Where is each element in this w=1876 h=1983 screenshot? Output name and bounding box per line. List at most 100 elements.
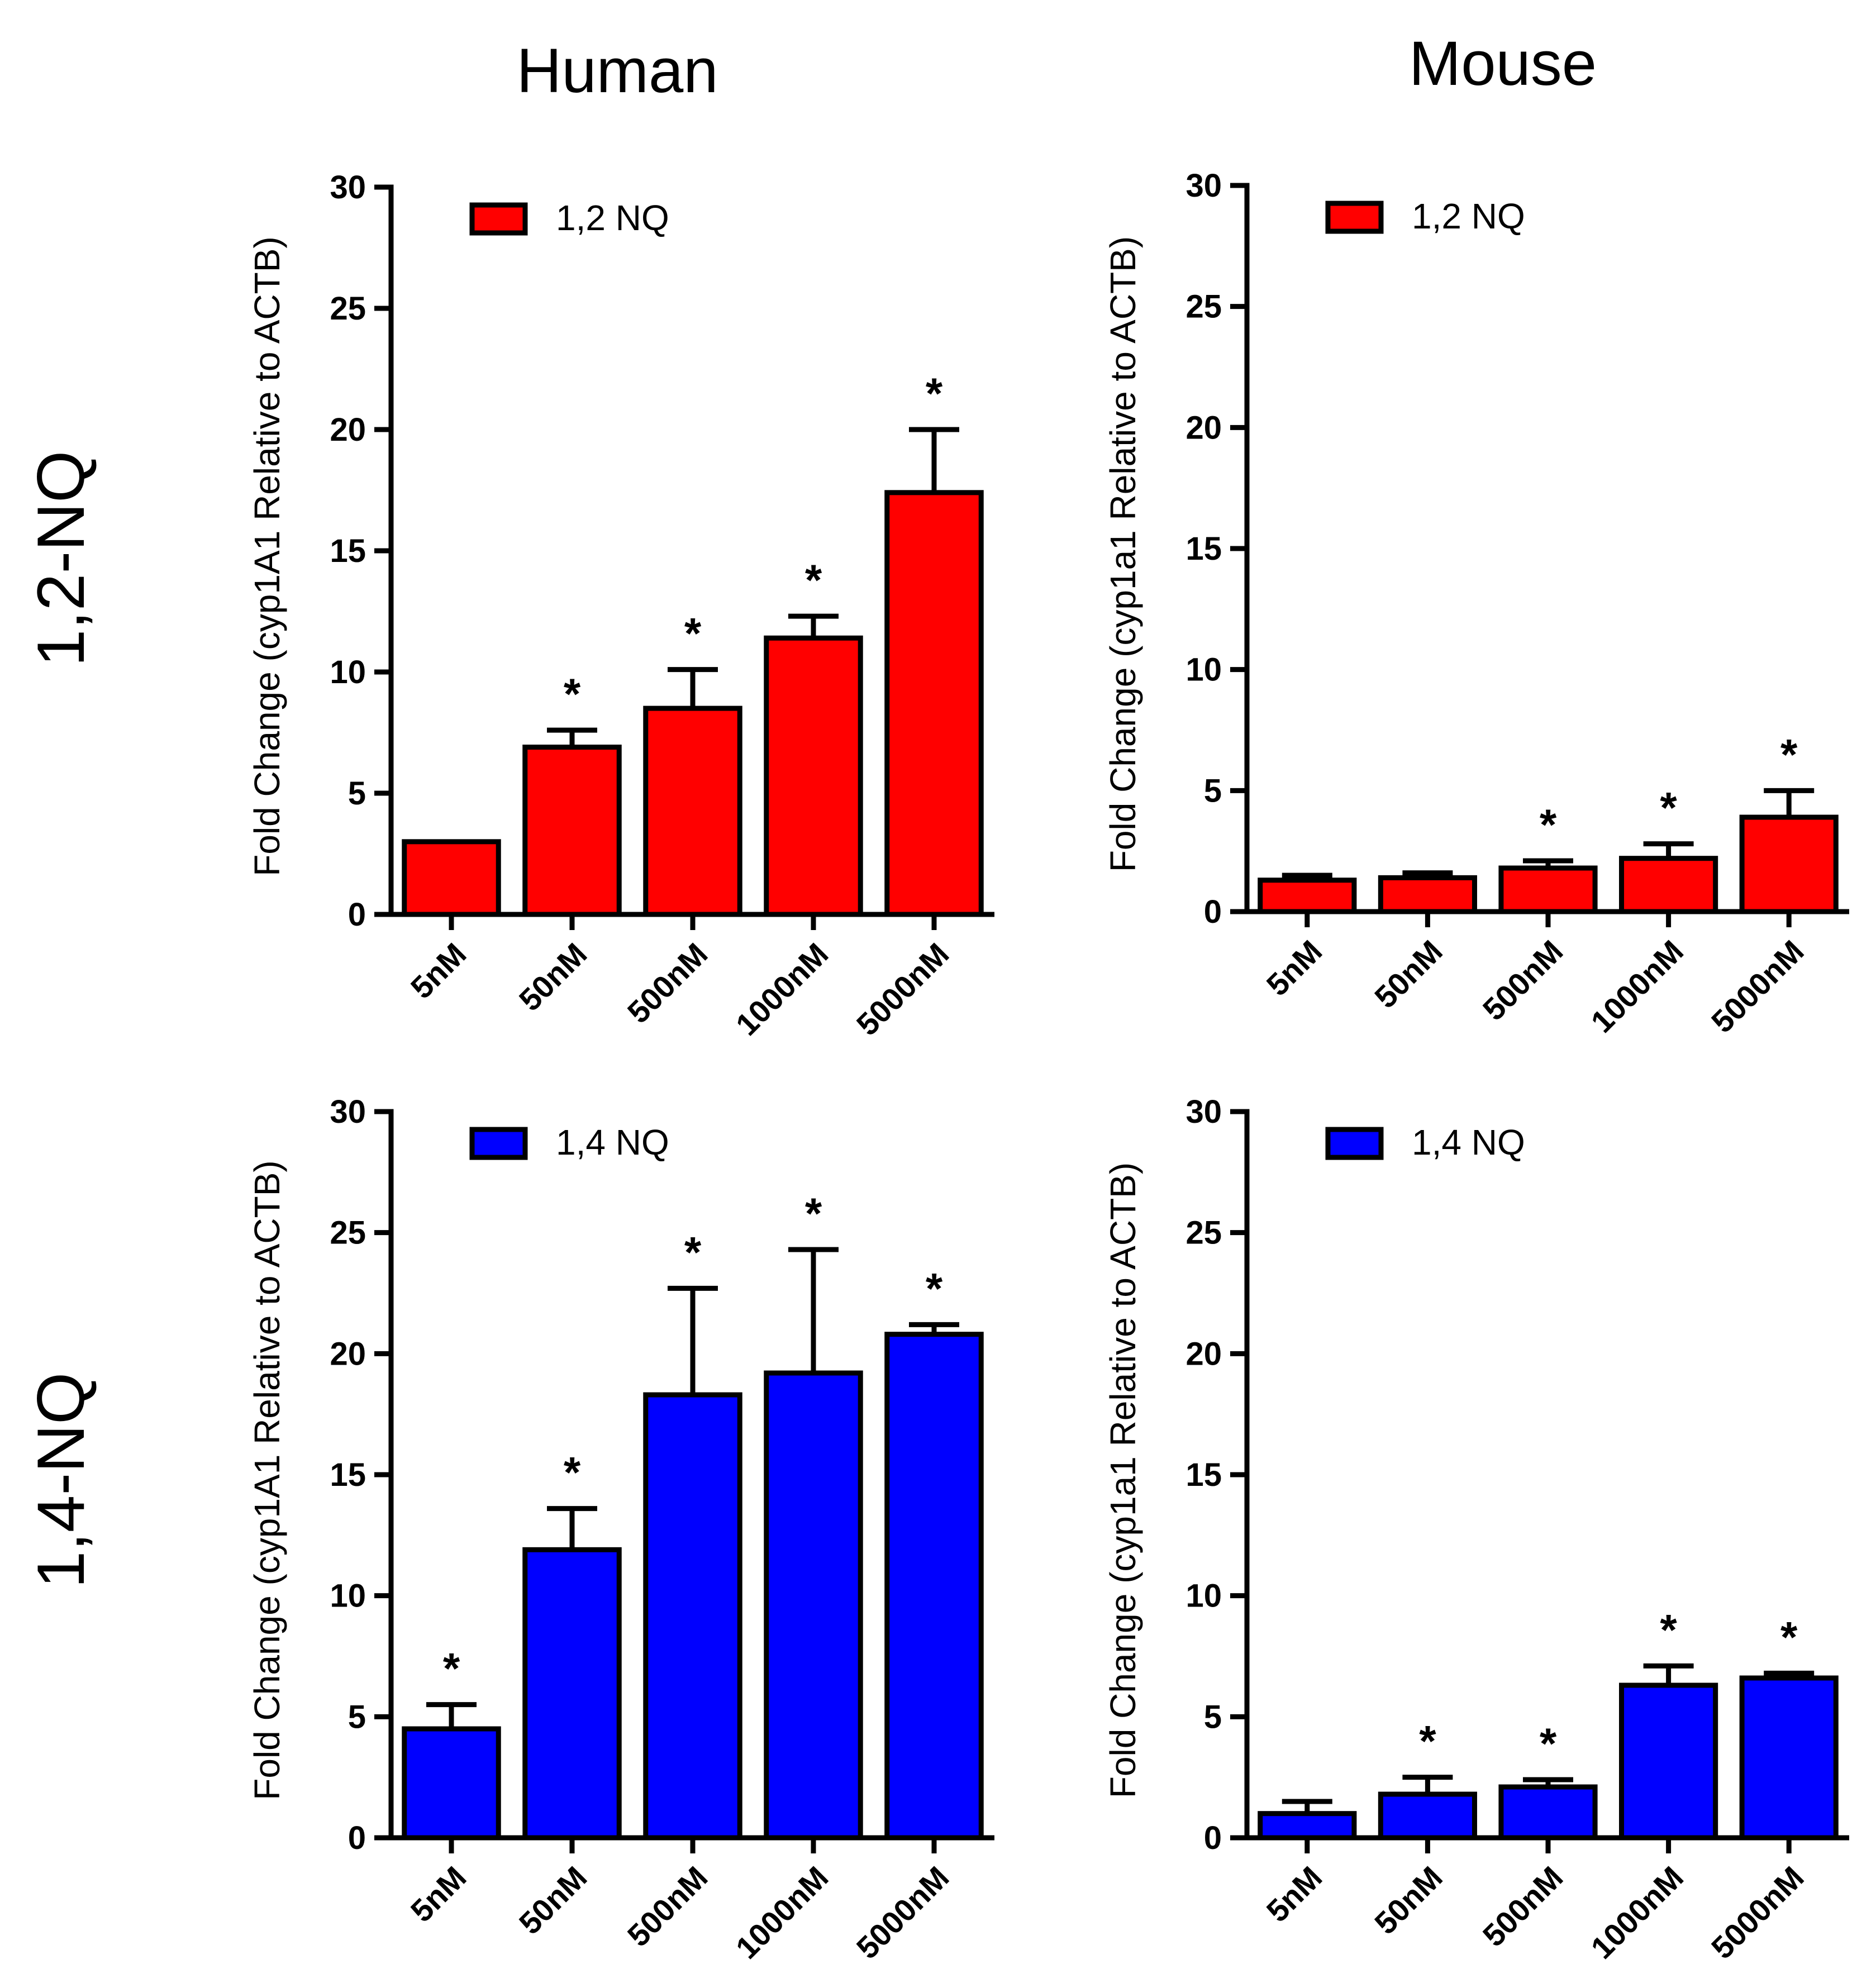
legend-label: 1,4 NQ [556, 1122, 669, 1162]
x-tick-label: 50nM [1368, 933, 1449, 1015]
bar [522, 1547, 622, 1841]
y-tick-label: 15 [330, 533, 366, 569]
y-tick-label: 10 [1185, 1578, 1222, 1614]
significance-star: * [1660, 1605, 1677, 1654]
x-tick-label: 500nM [1476, 933, 1570, 1027]
bar [402, 839, 501, 917]
x-tick-label: 5000nM [1704, 933, 1811, 1040]
y-axis-label: Fold Change (cyp1A1 Relative to ACTB) [247, 1160, 287, 1800]
bar [1258, 1811, 1357, 1841]
bar [1498, 865, 1598, 914]
significance-star: * [564, 669, 581, 718]
y-tick-label: 10 [1185, 652, 1222, 688]
bar [1619, 856, 1718, 914]
y-tick-label: 0 [348, 1820, 366, 1856]
bar [884, 1332, 984, 1841]
y-axis-label: Fold Change (cyp1a1 Relative to ACTB) [1103, 1162, 1143, 1798]
legend-swatch [469, 202, 528, 236]
x-tick-label: 50nM [1368, 1860, 1449, 1941]
y-tick-label: 15 [1185, 1457, 1222, 1493]
y-tick-label: 20 [330, 412, 366, 448]
significance-star: * [1780, 730, 1798, 779]
x-tick-label: 5nM [1260, 1860, 1329, 1929]
x-tick-label: 1000nM [1584, 933, 1690, 1040]
y-axis-label: Fold Change (cyp1A1 Relative to ACTB) [247, 236, 287, 876]
y-tick-label: 25 [330, 290, 366, 327]
bar [1739, 1675, 1839, 1841]
column-title-mouse: Mouse [1409, 28, 1597, 98]
x-tick-label: 5000nM [1704, 1860, 1811, 1966]
row-title-1-4-NQ: 1,4-NQ [23, 1372, 98, 1589]
bar [884, 490, 984, 917]
bar [1498, 1784, 1598, 1841]
y-tick-label: 15 [330, 1457, 366, 1493]
legend-swatch [469, 1127, 528, 1160]
bar [1739, 814, 1839, 914]
significance-star: * [805, 1189, 822, 1238]
y-tick-label: 0 [348, 897, 366, 933]
significance-star: * [1419, 1717, 1436, 1766]
significance-star: * [805, 555, 822, 604]
panel-human-1,4-NQ: * 5nM * 50nM * 500nM * 1000nM * 5000nM 0 5 10 15 20 25 3… [247, 1094, 994, 1966]
chart-panels: 5nM * 50nM * 500nM * 1000nM * 5000nM 0 5 10 15 20 25 30… [247, 168, 1849, 1966]
x-tick-label: 1000nM [729, 936, 835, 1042]
y-tick-label: 25 [1185, 289, 1222, 325]
x-tick-label: 5000nM [850, 1860, 956, 1966]
legend-label: 1,4 NQ [1412, 1122, 1525, 1162]
legend-label: 1,2 NQ [556, 198, 669, 238]
y-tick-label: 25 [330, 1215, 366, 1251]
y-tick-label: 30 [1185, 1094, 1222, 1130]
bar [522, 745, 622, 917]
bar [643, 706, 742, 917]
x-tick-label: 5nM [404, 936, 473, 1005]
y-axis-label: Fold Change (cyp1a1 Relative to ACTB) [1103, 236, 1143, 872]
y-tick-label: 5 [348, 775, 366, 812]
row-title-1-2-NQ: 1,2-NQ [23, 451, 98, 667]
x-tick-label: 50nM [512, 936, 594, 1018]
significance-star: * [684, 609, 702, 658]
legend-swatch [1325, 1127, 1384, 1160]
bar [764, 635, 863, 917]
significance-star: * [1780, 1612, 1798, 1661]
y-tick-label: 5 [1204, 1699, 1222, 1735]
x-tick-label: 50nM [512, 1860, 594, 1941]
significance-star: * [926, 369, 943, 418]
x-tick-label: 1000nM [1584, 1860, 1690, 1966]
legend-swatch [1325, 201, 1384, 234]
panel-human-1,2-NQ: 5nM * 50nM * 500nM * 1000nM * 5000nM 0 5 10 15 20 25 30… [247, 169, 994, 1042]
y-tick-label: 15 [1185, 531, 1222, 567]
significance-star: * [1540, 800, 1557, 849]
bar [402, 1726, 501, 1841]
panel-mouse-1,4-NQ: 5nM * 50nM * 500nM * 1000nM * 5000nM 0 5 10 15 20 25 30… [1103, 1094, 1849, 1966]
x-tick-label: 500nM [1476, 1860, 1570, 1953]
y-tick-label: 25 [1185, 1215, 1222, 1251]
x-tick-label: 1000nM [729, 1860, 835, 1966]
y-tick-label: 10 [330, 654, 366, 690]
significance-star: * [684, 1227, 702, 1276]
panel-mouse-1,2-NQ: 5nM 50nM * 500nM * 1000nM * 5000nM 0 5 10 15 20 25 30 F… [1103, 168, 1849, 1040]
bar [1378, 1791, 1477, 1841]
significance-star: * [443, 1644, 460, 1693]
y-tick-label: 30 [330, 1094, 366, 1130]
x-tick-label: 5nM [1260, 933, 1329, 1003]
y-tick-label: 5 [348, 1699, 366, 1735]
x-tick-label: 5000nM [850, 936, 956, 1042]
x-tick-label: 5nM [404, 1860, 473, 1929]
significance-star: * [564, 1448, 581, 1497]
y-tick-label: 30 [330, 169, 366, 206]
y-tick-label: 0 [1204, 1820, 1222, 1856]
column-title-human: Human [516, 36, 718, 106]
y-tick-label: 5 [1204, 773, 1222, 809]
bar [764, 1370, 863, 1841]
x-tick-label: 500nM [621, 936, 715, 1030]
significance-star: * [1660, 783, 1677, 832]
bar [1619, 1682, 1718, 1841]
significance-star: * [1540, 1719, 1557, 1768]
x-tick-label: 500nM [621, 1860, 715, 1953]
y-tick-label: 0 [1204, 894, 1222, 930]
y-tick-label: 30 [1185, 168, 1222, 204]
y-tick-label: 20 [1185, 1336, 1222, 1372]
y-tick-label: 20 [330, 1336, 366, 1372]
bar [1378, 875, 1477, 914]
